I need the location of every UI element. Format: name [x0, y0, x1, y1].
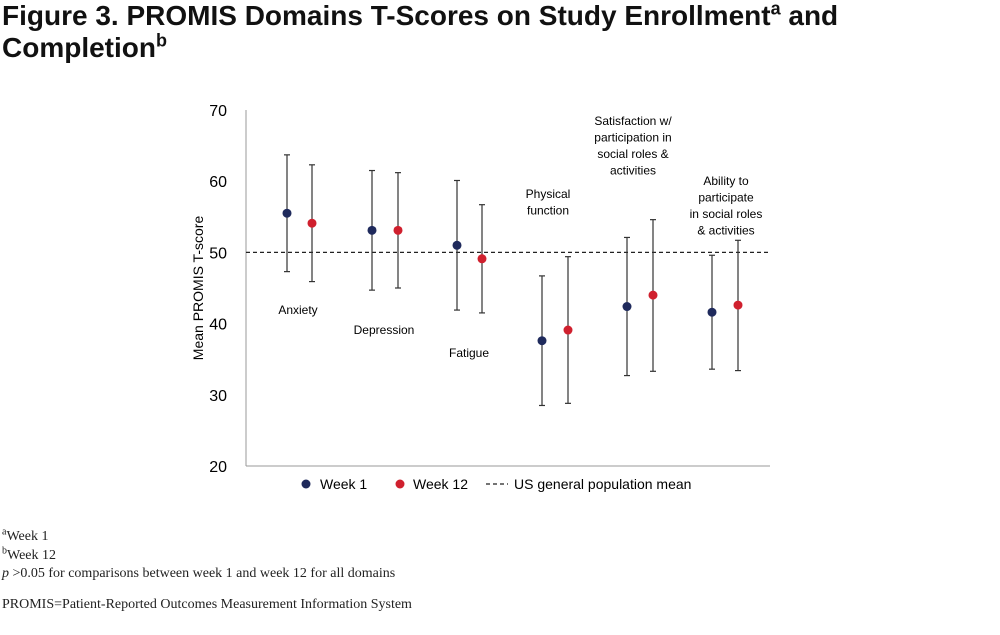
- y-tick-label: 20: [209, 459, 227, 476]
- data-point-week12: [733, 300, 743, 310]
- data-point-week12: [307, 218, 317, 228]
- figure-title-text-1: Figure 3. PROMIS Domains T-Scores on Stu…: [2, 0, 771, 31]
- category-label-line: activities: [610, 164, 656, 178]
- figure-title-text-2: and Completion: [2, 0, 839, 63]
- category-label-line: Fatigue: [449, 346, 489, 360]
- footnotes: aWeek 1 bWeek 12 p >0.05 for comparisons…: [2, 526, 902, 614]
- y-tick-label: 50: [209, 245, 227, 262]
- category-labels: Anxiety Depression Fatigue Physical function…: [278, 114, 762, 360]
- footnote-a-marker: a: [2, 526, 7, 538]
- category-label: Fatigue: [449, 346, 489, 360]
- category-label: Ability to participate in social roles & ac…: [690, 174, 763, 238]
- figure-title: Figure 3. PROMIS Domains T-Scores on Stu…: [2, 0, 902, 64]
- footnote-p-text: >0.05 for comparisons between week 1 and…: [9, 566, 396, 581]
- data-point-week1: [537, 336, 547, 346]
- chart-axes: 20 30 40 50 60 70: [209, 103, 770, 476]
- category-label-line: Physical: [526, 187, 571, 201]
- category-label-line: Ability to: [703, 174, 749, 188]
- legend-label-week12: Week 12: [413, 476, 468, 492]
- category-label: Depression: [354, 323, 415, 337]
- data-point-week1: [622, 302, 632, 312]
- legend-label-reference-line: US general population mean: [514, 476, 691, 492]
- figure-title-sup-b: b: [156, 30, 167, 51]
- category-label-line: function: [527, 204, 569, 218]
- y-tick-label: 30: [209, 388, 227, 405]
- category-label-line: social roles &: [597, 147, 668, 161]
- footnote-p: p >0.05 for comparisons between week 1 a…: [2, 565, 902, 584]
- category-label-line: & activities: [697, 224, 754, 238]
- y-tick-label: 60: [209, 174, 227, 191]
- legend-marker-week1: [301, 479, 311, 489]
- footnote-b-marker: b: [2, 544, 7, 556]
- data-point-week1: [282, 208, 292, 218]
- legend: Week 1 Week 12 US general population mean: [301, 476, 691, 492]
- footnote-a-text: Week 1: [6, 529, 49, 544]
- category-label: Anxiety: [278, 303, 317, 317]
- y-axis-label: Mean PROMIS T-score: [190, 216, 206, 361]
- data-point-week1: [707, 307, 717, 317]
- data-points: [282, 208, 743, 346]
- category-label-line: Depression: [354, 323, 415, 337]
- data-point-week1: [367, 225, 377, 235]
- y-tick-label: 40: [209, 317, 227, 334]
- footnote-abbreviation: PROMIS=Patient-Reported Outcomes Measure…: [2, 596, 412, 612]
- category-label: Physical function: [526, 187, 571, 218]
- data-point-week1: [452, 240, 462, 250]
- category-label-line: Anxiety: [278, 303, 317, 317]
- figure-title-sup-a: a: [770, 0, 781, 19]
- category-label-line: participate: [698, 191, 754, 205]
- category-label-line: in social roles: [690, 207, 763, 221]
- data-point-week12: [393, 225, 403, 235]
- legend-marker-week12: [395, 479, 405, 489]
- data-point-week12: [477, 254, 487, 264]
- category-label: Satisfaction w/participation in social ro…: [594, 114, 672, 178]
- y-tick-label: 70: [209, 103, 227, 120]
- footnote-b: bWeek 12: [2, 544, 902, 566]
- category-label-line: participation in: [594, 131, 671, 145]
- legend-label-week1: Week 1: [320, 476, 367, 492]
- data-point-week12: [648, 290, 658, 300]
- data-point-week12: [563, 325, 573, 335]
- category-label-line: Satisfaction w/: [594, 114, 672, 128]
- error-bars: [284, 154, 741, 407]
- footnote-p-symbol: p: [2, 566, 9, 581]
- footnote-b-text: Week 12: [7, 547, 57, 563]
- footnote-a: aWeek 1: [2, 526, 902, 547]
